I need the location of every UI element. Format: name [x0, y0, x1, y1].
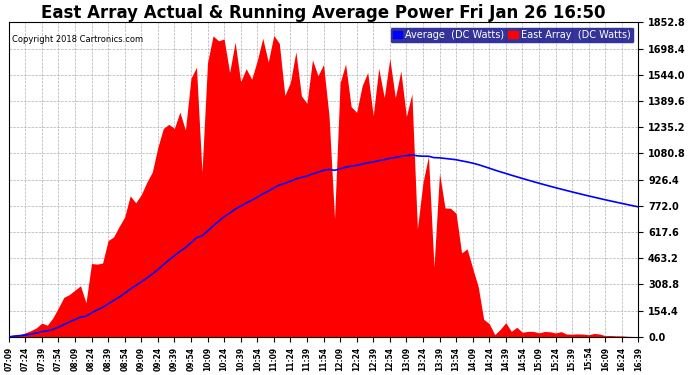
Text: Copyright 2018 Cartronics.com: Copyright 2018 Cartronics.com: [12, 35, 143, 44]
Title: East Array Actual & Running Average Power Fri Jan 26 16:50: East Array Actual & Running Average Powe…: [41, 4, 606, 22]
Legend: Average  (DC Watts), East Array  (DC Watts): Average (DC Watts), East Array (DC Watts…: [390, 27, 633, 43]
